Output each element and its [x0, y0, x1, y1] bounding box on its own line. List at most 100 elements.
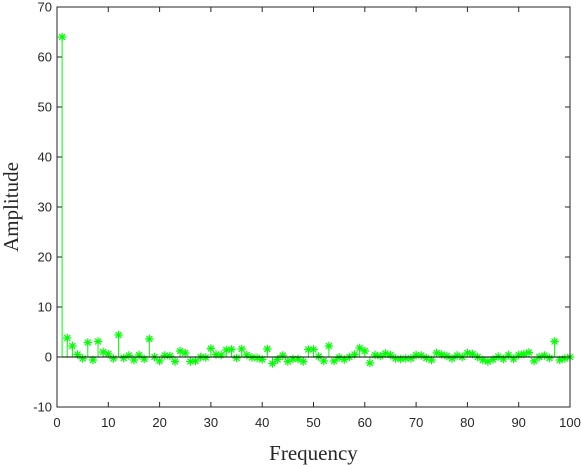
stem-marker	[206, 344, 216, 353]
stem-marker	[329, 356, 339, 366]
stem-marker	[381, 349, 390, 358]
stem-marker	[463, 348, 472, 358]
stem-marker	[78, 354, 87, 363]
stem-marker	[319, 356, 328, 366]
x-tick-label: 40	[255, 415, 269, 430]
x-axis-ticks: 0 10 20 30 40 50 60 70 80 90 100	[53, 7, 581, 430]
stem-marker	[114, 330, 123, 340]
stem-marker	[181, 348, 190, 358]
stem-marker	[432, 348, 441, 358]
stem-marker	[227, 345, 236, 354]
stem-marker	[145, 334, 154, 344]
stem-marker	[268, 359, 277, 368]
stem-marker	[222, 345, 231, 355]
stem-marker	[340, 355, 349, 364]
y-tick-label: 70	[38, 0, 52, 15]
stem-marker	[68, 341, 77, 351]
x-tick-label: 10	[101, 415, 115, 430]
stem-marker	[370, 350, 380, 360]
stem-marker	[129, 355, 139, 365]
stem-marker	[406, 354, 416, 363]
stem-marker	[155, 356, 164, 366]
x-tick-label: 0	[53, 415, 60, 430]
x-tick-label: 60	[358, 415, 372, 430]
stem-marker	[524, 348, 534, 357]
stem-marker	[237, 344, 246, 354]
stem-marker	[170, 357, 180, 366]
stem-marker	[283, 357, 293, 366]
stem-marker	[119, 353, 128, 363]
stem-marker	[134, 350, 144, 360]
stem-marker	[483, 357, 493, 366]
stem-marker	[73, 350, 82, 359]
stem-marker	[488, 355, 498, 364]
stem-marker	[324, 341, 334, 351]
stem-marker	[57, 32, 67, 42]
stem-marker	[252, 353, 262, 363]
y-tick-label: 50	[38, 100, 52, 115]
stem-marker	[422, 353, 431, 363]
x-tick-label: 20	[152, 415, 166, 430]
stem-marker	[258, 355, 267, 364]
stem-marker	[242, 350, 252, 360]
stem-marker	[216, 350, 226, 360]
stem-marker	[540, 351, 549, 360]
stem-marker	[165, 351, 175, 361]
stem-marker	[437, 350, 446, 359]
stem-marker	[191, 356, 200, 366]
y-tick-label: 40	[38, 150, 52, 165]
y-tick-label: 30	[38, 200, 52, 215]
y-tick-label: 0	[45, 350, 52, 365]
stem-marker	[452, 351, 462, 360]
stem-marker	[104, 349, 113, 359]
x-tick-label: 70	[409, 415, 423, 430]
stem-marker	[427, 355, 436, 365]
stem-marker	[309, 345, 318, 354]
y-tick-label: 60	[38, 50, 52, 65]
stem-marker	[299, 357, 308, 366]
stem-marker	[263, 344, 272, 354]
stem-marker	[293, 354, 303, 364]
stem-marker	[140, 354, 149, 364]
stem-marker	[478, 355, 487, 365]
stem-marker	[401, 354, 411, 363]
stem-marker	[519, 349, 529, 359]
stem-marker	[514, 350, 523, 360]
stem-marker	[545, 353, 554, 363]
stem-marker	[560, 354, 570, 363]
x-tick-label: 90	[511, 415, 525, 430]
stem-marker	[211, 350, 221, 359]
stem-marker	[386, 350, 395, 360]
x-axis-label: Frequency	[269, 441, 358, 465]
stem-marker	[278, 351, 287, 360]
stem-marker	[160, 351, 169, 360]
stem-marker	[442, 351, 452, 361]
y-tick-label: 10	[38, 300, 52, 315]
stem-marker	[391, 354, 400, 363]
x-tick-label: 30	[204, 415, 218, 430]
stem-marker	[365, 358, 375, 368]
stem-marker	[98, 347, 108, 357]
stem-marker	[288, 354, 298, 364]
stem-marker	[232, 353, 241, 363]
stem-marker	[63, 333, 72, 343]
x-tick-label: 50	[306, 415, 320, 430]
stem-marker	[175, 346, 185, 356]
stem-marker	[88, 355, 98, 365]
stem-marker	[499, 354, 508, 364]
stem-marker	[509, 354, 518, 364]
stem-marker	[411, 350, 421, 360]
y-axis-label: Amplitude	[0, 162, 23, 252]
y-tick-label: -10	[33, 400, 52, 415]
stem-marker	[186, 357, 195, 366]
stem-marker	[350, 350, 359, 359]
stem-marker	[304, 345, 313, 354]
y-tick-label: 20	[38, 250, 52, 265]
stem-marker	[360, 346, 369, 356]
stem-marker	[550, 337, 559, 346]
stem-marker	[447, 354, 457, 363]
stem-marker	[273, 355, 282, 364]
stem-marker	[355, 343, 364, 353]
stem-marker	[555, 355, 564, 365]
